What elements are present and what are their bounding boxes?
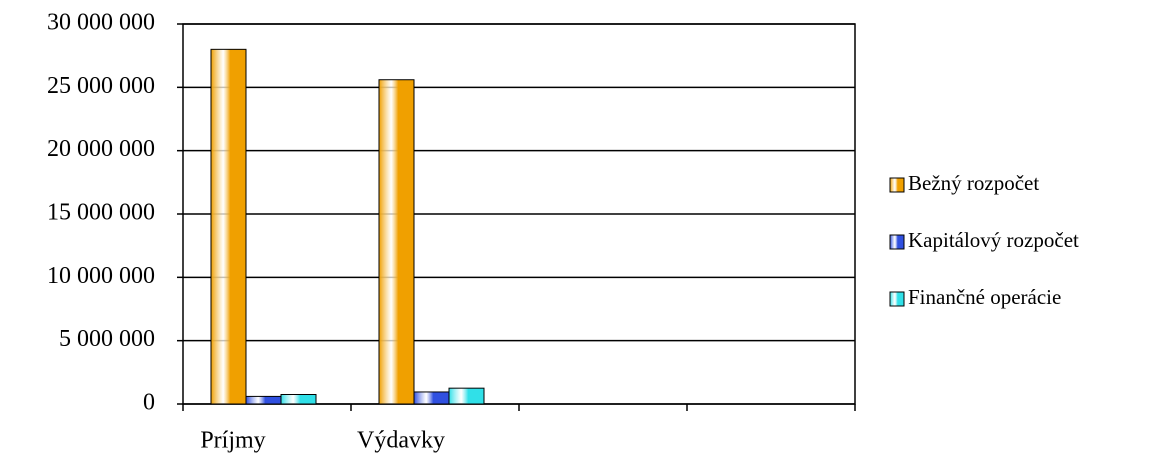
y-tick-label: 0 [143, 390, 155, 416]
bar [245, 395, 282, 405]
legend-swatch [889, 291, 905, 307]
legend-swatch [889, 234, 905, 250]
y-tick-label: 30 000 000 [47, 10, 155, 36]
x-tick-label: Príjmy [200, 428, 265, 454]
bar [448, 387, 485, 405]
legend-swatch [889, 177, 905, 193]
y-tick-label: 25 000 000 [47, 73, 155, 99]
bar [210, 48, 247, 405]
y-tick-label: 5 000 000 [59, 326, 155, 352]
legend-label: Kapitálový rozpočet [908, 228, 1079, 252]
y-tick-label: 10 000 000 [47, 263, 155, 289]
bar [280, 394, 317, 405]
bar [413, 391, 450, 405]
y-tick-label: 20 000 000 [47, 136, 155, 162]
y-tick-label: 15 000 000 [47, 200, 155, 226]
bar [378, 79, 415, 405]
legend-label: Finančné operácie [908, 285, 1061, 309]
legend-label: Bežný rozpočet [908, 171, 1039, 195]
x-tick-label: Výdavky [357, 428, 445, 454]
